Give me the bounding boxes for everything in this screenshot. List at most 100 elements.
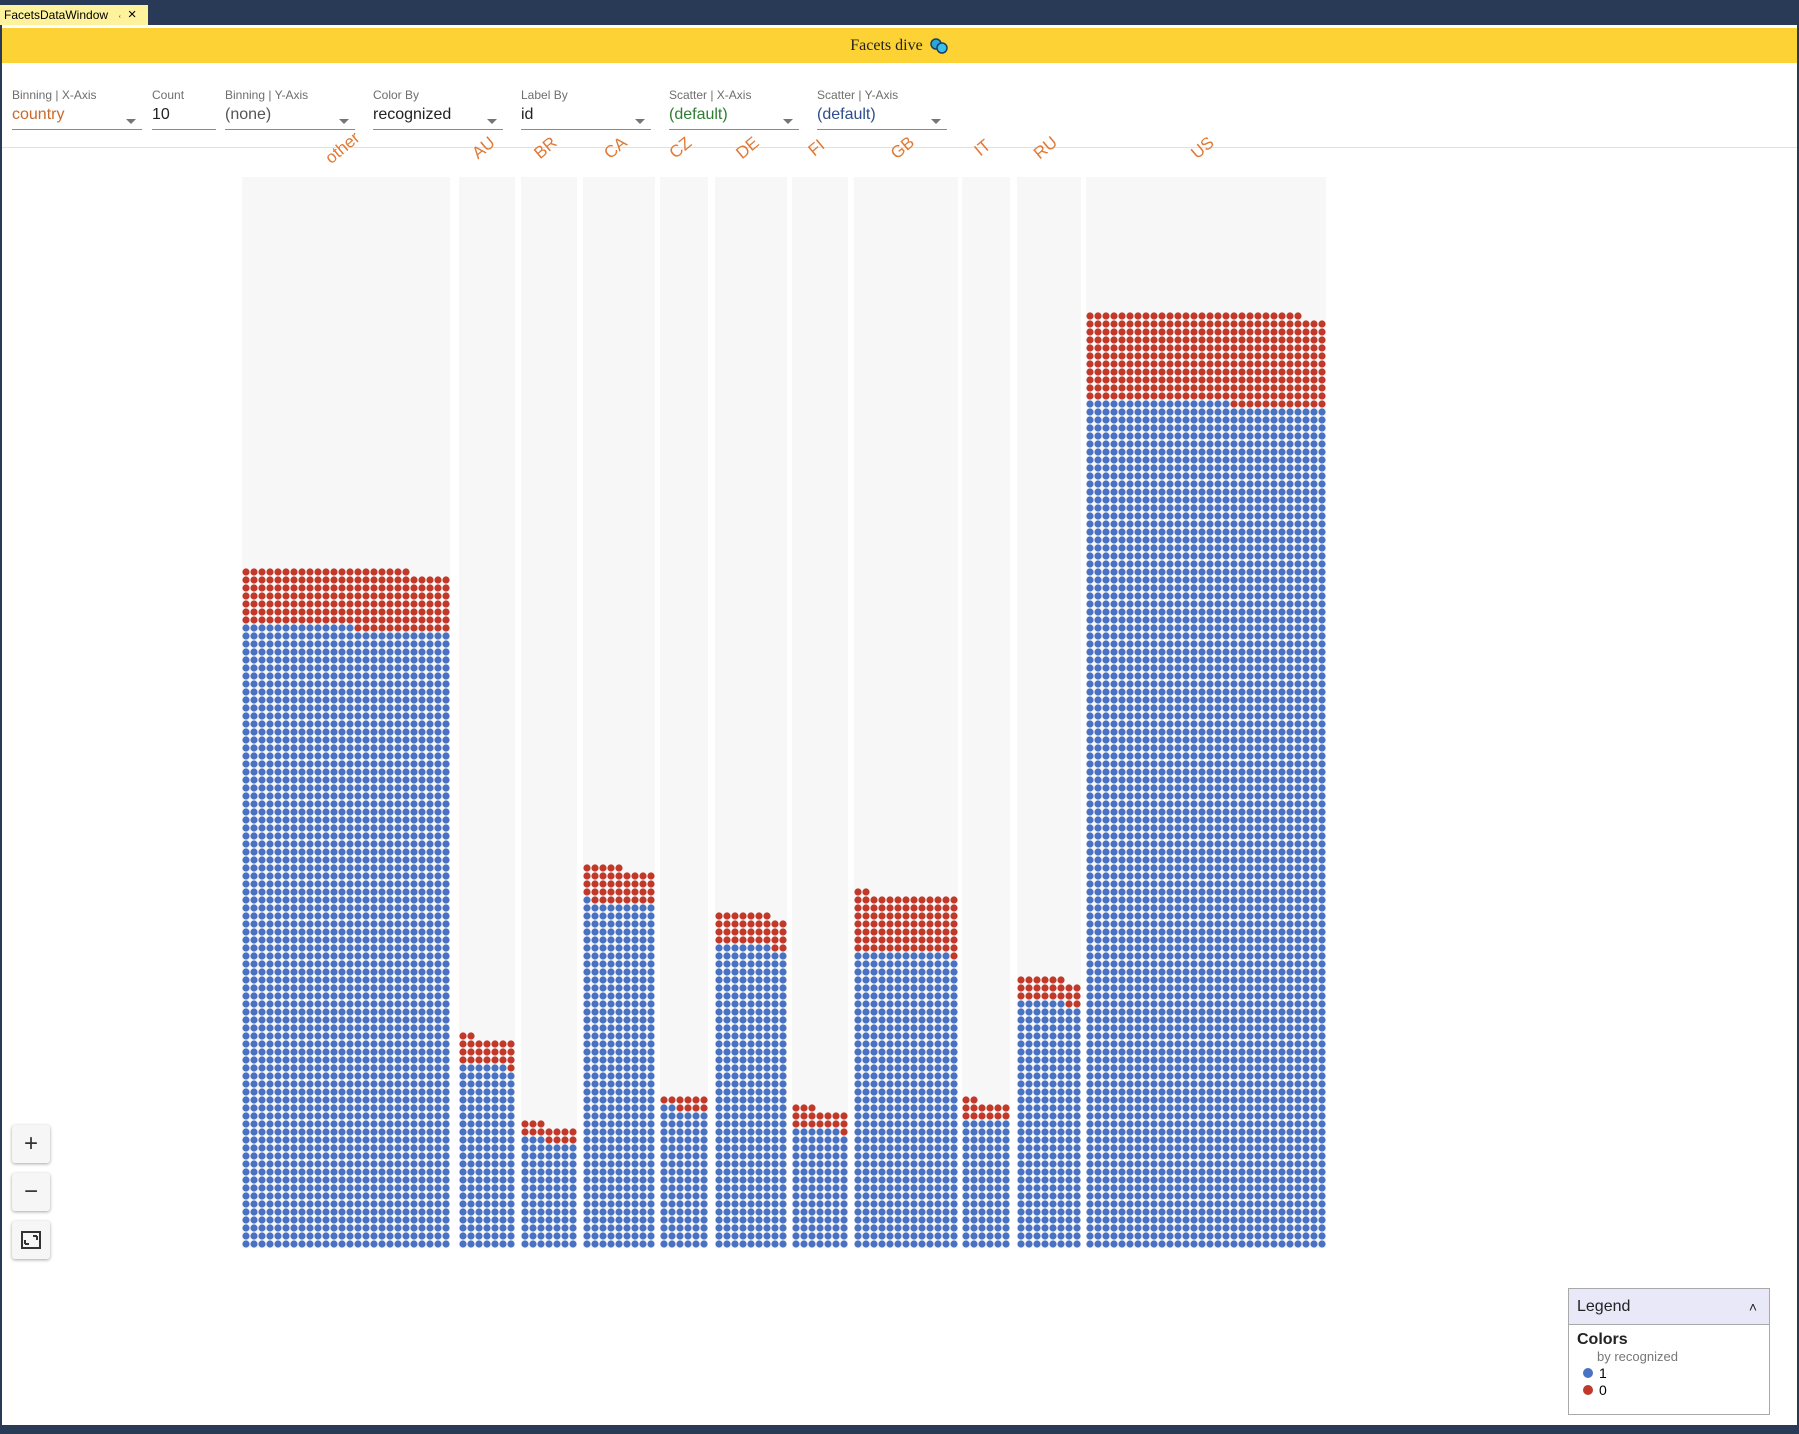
dot-recognized-1[interactable] [1102, 1168, 1110, 1176]
dot-recognized-1[interactable] [475, 1160, 483, 1168]
dot-recognized-1[interactable] [338, 672, 346, 680]
dot-recognized-1[interactable] [330, 688, 338, 696]
dot-recognized-1[interactable] [250, 1080, 258, 1088]
dot-recognized-1[interactable] [553, 1192, 561, 1200]
dot-recognized-1[interactable] [298, 1056, 306, 1064]
dot-recognized-1[interactable] [314, 960, 322, 968]
dot-recognized-1[interactable] [370, 776, 378, 784]
dot-recognized-1[interactable] [978, 1216, 986, 1224]
dot-recognized-0[interactable] [926, 936, 934, 944]
dot-recognized-0[interactable] [250, 608, 258, 616]
dot-recognized-1[interactable] [926, 1232, 934, 1240]
dot-recognized-1[interactable] [386, 808, 394, 816]
dot-recognized-1[interactable] [739, 968, 747, 976]
dot-recognized-1[interactable] [410, 944, 418, 952]
dot-recognized-0[interactable] [854, 928, 862, 936]
dot-recognized-1[interactable] [338, 1112, 346, 1120]
dot-recognized-0[interactable] [824, 1120, 832, 1128]
dot-recognized-1[interactable] [266, 864, 274, 872]
dot-recognized-1[interactable] [370, 1112, 378, 1120]
dot-recognized-1[interactable] [418, 1024, 426, 1032]
dot-recognized-1[interactable] [1094, 1224, 1102, 1232]
dot-recognized-1[interactable] [354, 752, 362, 760]
dot-recognized-1[interactable] [306, 776, 314, 784]
dot-recognized-1[interactable] [290, 760, 298, 768]
dot-recognized-1[interactable] [338, 624, 346, 632]
dot-recognized-1[interactable] [426, 1224, 434, 1232]
dot-recognized-1[interactable] [442, 992, 450, 1000]
dot-recognized-1[interactable] [1057, 1096, 1065, 1104]
dot-recognized-1[interactable] [402, 984, 410, 992]
dot-recognized-1[interactable] [545, 1176, 553, 1184]
dot-recognized-1[interactable] [816, 1200, 824, 1208]
dot-recognized-1[interactable] [631, 1144, 639, 1152]
dot-recognized-1[interactable] [607, 968, 615, 976]
dot-recognized-1[interactable] [274, 1176, 282, 1184]
dot-recognized-1[interactable] [715, 968, 723, 976]
dot-recognized-1[interactable] [739, 1096, 747, 1104]
dot-recognized-1[interactable] [763, 1216, 771, 1224]
dot-recognized-0[interactable] [902, 904, 910, 912]
dot-recognized-1[interactable] [1134, 1232, 1142, 1240]
dot-recognized-1[interactable] [1017, 1208, 1025, 1216]
dot-recognized-0[interactable] [394, 616, 402, 624]
dot-recognized-1[interactable] [854, 1240, 862, 1248]
dot-recognized-1[interactable] [410, 704, 418, 712]
dot-recognized-1[interactable] [676, 1144, 684, 1152]
dot-recognized-1[interactable] [418, 1080, 426, 1088]
dot-recognized-1[interactable] [591, 1144, 599, 1152]
dot-recognized-1[interactable] [599, 1008, 607, 1016]
dot-recognized-1[interactable] [434, 944, 442, 952]
dot-recognized-0[interactable] [878, 928, 886, 936]
dot-recognized-1[interactable] [322, 1240, 330, 1248]
dot-recognized-1[interactable] [507, 1080, 515, 1088]
dot-recognized-1[interactable] [1166, 1160, 1174, 1168]
dot-recognized-1[interactable] [692, 1184, 700, 1192]
dot-recognized-1[interactable] [282, 1024, 290, 1032]
dot-recognized-1[interactable] [394, 992, 402, 1000]
dot-recognized-1[interactable] [1049, 1224, 1057, 1232]
dot-recognized-1[interactable] [800, 1208, 808, 1216]
dot-recognized-1[interactable] [306, 952, 314, 960]
dot-recognized-0[interactable] [410, 600, 418, 608]
dot-recognized-1[interactable] [1134, 1208, 1142, 1216]
dot-recognized-1[interactable] [314, 864, 322, 872]
dot-recognized-1[interactable] [362, 1144, 370, 1152]
dot-recognized-1[interactable] [647, 1240, 655, 1248]
dot-recognized-1[interactable] [607, 1040, 615, 1048]
dot-recognized-1[interactable] [346, 1008, 354, 1016]
dot-recognized-1[interactable] [306, 896, 314, 904]
dot-recognized-1[interactable] [779, 1216, 787, 1224]
dot-recognized-1[interactable] [434, 696, 442, 704]
dot-recognized-1[interactable] [854, 1016, 862, 1024]
dot-recognized-1[interactable] [647, 928, 655, 936]
dot-recognized-1[interactable] [378, 1064, 386, 1072]
dot-recognized-1[interactable] [402, 840, 410, 848]
dot-recognized-1[interactable] [314, 1000, 322, 1008]
dot-recognized-0[interactable] [346, 600, 354, 608]
dot-recognized-1[interactable] [607, 1096, 615, 1104]
dot-recognized-1[interactable] [298, 1016, 306, 1024]
dot-recognized-1[interactable] [1150, 1128, 1158, 1136]
dot-recognized-1[interactable] [607, 904, 615, 912]
dot-recognized-1[interactable] [282, 848, 290, 856]
dot-recognized-1[interactable] [362, 728, 370, 736]
dot-recognized-1[interactable] [537, 1144, 545, 1152]
dot-recognized-1[interactable] [442, 1152, 450, 1160]
dot-recognized-1[interactable] [314, 728, 322, 736]
dot-recognized-1[interactable] [362, 656, 370, 664]
dot-recognized-0[interactable] [918, 920, 926, 928]
dot-recognized-1[interactable] [631, 968, 639, 976]
dot-recognized-1[interactable] [386, 1008, 394, 1016]
dot-recognized-1[interactable] [816, 1160, 824, 1168]
dot-recognized-1[interactable] [330, 944, 338, 952]
dot-recognized-1[interactable] [771, 1184, 779, 1192]
dot-recognized-0[interactable] [894, 920, 902, 928]
dot-recognized-1[interactable] [553, 1200, 561, 1208]
dot-recognized-1[interactable] [298, 1064, 306, 1072]
dot-recognized-1[interactable] [599, 1048, 607, 1056]
dot-recognized-0[interactable] [467, 1048, 475, 1056]
dot-recognized-1[interactable] [314, 1080, 322, 1088]
dot-recognized-1[interactable] [962, 1224, 970, 1232]
dot-recognized-1[interactable] [386, 648, 394, 656]
